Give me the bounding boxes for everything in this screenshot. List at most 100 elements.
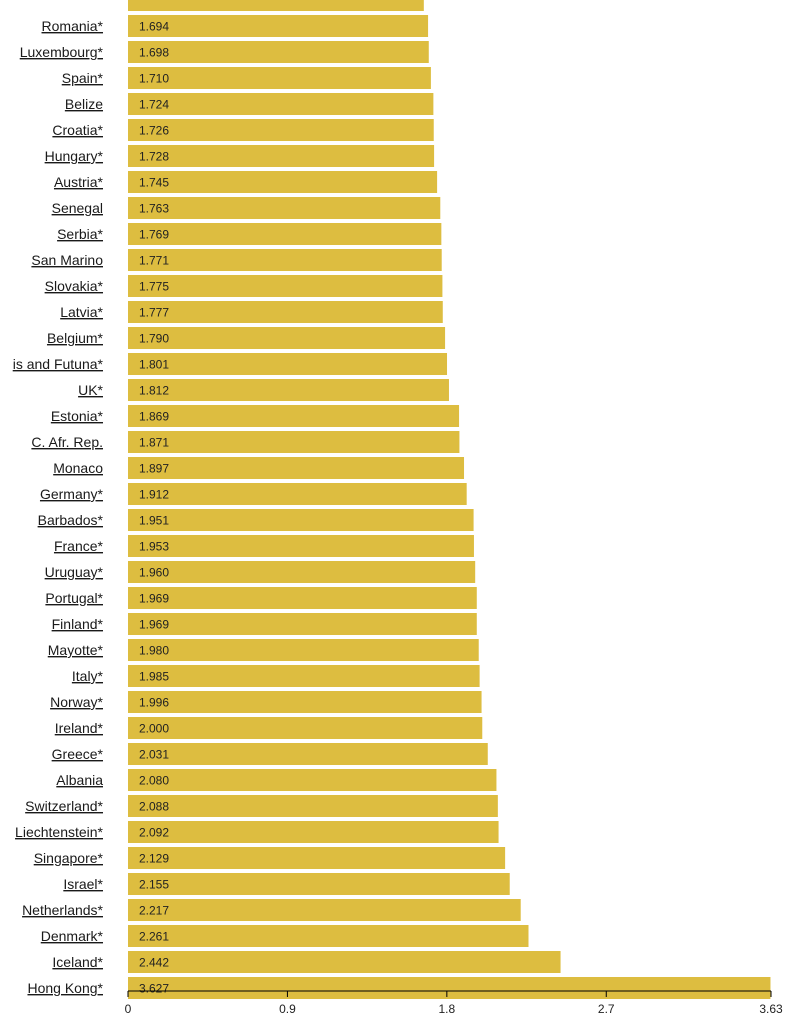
bar [128, 197, 441, 219]
value-label: 1.698 [139, 46, 169, 60]
category-label[interactable]: Germany* [40, 486, 104, 502]
value-label: 1.763 [139, 202, 169, 216]
bar [128, 301, 443, 323]
value-label: 1.951 [139, 514, 169, 528]
category-label[interactable]: is and Futuna* [13, 356, 104, 372]
category-label[interactable]: Hungary* [45, 148, 104, 164]
category-label[interactable]: Albania [56, 772, 103, 788]
bar [128, 0, 424, 11]
category-label[interactable]: Mayotte* [48, 642, 104, 658]
value-label: 2.129 [139, 852, 169, 866]
bar [128, 405, 460, 427]
bar [128, 93, 434, 115]
category-label[interactable]: Israel* [63, 876, 103, 892]
bar [128, 847, 506, 869]
category-label[interactable]: Ireland* [55, 720, 104, 736]
category-label[interactable]: Netherlands* [22, 902, 103, 918]
x-tick-label: 0.9 [279, 1002, 296, 1016]
value-label: 1.969 [139, 592, 169, 606]
category-label[interactable]: Belize [65, 96, 103, 112]
bar [128, 67, 431, 89]
x-tick-label: 2.7 [598, 1002, 615, 1016]
bar [128, 899, 521, 921]
category-label[interactable]: Senegal [52, 200, 103, 216]
value-label: 1.897 [139, 462, 169, 476]
value-label: 1.812 [139, 384, 169, 398]
value-label: 1.775 [139, 280, 169, 294]
category-label[interactable]: C. Afr. Rep. [31, 434, 103, 450]
bar [128, 457, 465, 479]
bars-layer [128, 0, 771, 999]
category-label[interactable]: Monaco [53, 460, 103, 476]
value-label: 1.996 [139, 696, 169, 710]
category-label[interactable]: Romania* [42, 18, 104, 34]
bar [128, 769, 497, 791]
bar [128, 821, 499, 843]
value-label: 1.694 [139, 20, 169, 34]
category-label[interactable]: Portugal* [45, 590, 103, 606]
value-label: 2.031 [139, 748, 169, 762]
category-label[interactable]: San Marino [31, 252, 103, 268]
value-label: 1.801 [139, 358, 169, 372]
category-label[interactable]: Slovakia* [45, 278, 104, 294]
x-tick-label: 3.63 [759, 1002, 783, 1016]
category-label[interactable]: Serbia* [57, 226, 103, 242]
value-label: 1.790 [139, 332, 169, 346]
bar [128, 483, 467, 505]
category-label[interactable]: Luxembourg* [20, 44, 104, 60]
category-label[interactable]: Austria* [54, 174, 104, 190]
bar [128, 379, 449, 401]
value-label: 1.769 [139, 228, 169, 242]
value-label: 2.261 [139, 930, 169, 944]
category-label[interactable]: Iceland* [52, 954, 103, 970]
value-label: 2.000 [139, 722, 169, 736]
category-label[interactable]: Hong Kong* [27, 980, 103, 996]
bar [128, 145, 435, 167]
category-label[interactable]: Finland* [52, 616, 104, 632]
value-label: 1.869 [139, 410, 169, 424]
category-label[interactable]: Estonia* [51, 408, 104, 424]
bar [128, 353, 448, 375]
bar [128, 639, 479, 661]
category-label[interactable]: Barbados* [38, 512, 104, 528]
category-label[interactable]: Switzerland* [25, 798, 103, 814]
value-label: 1.871 [139, 436, 169, 450]
bar [128, 561, 476, 583]
category-label[interactable]: Belgium* [47, 330, 104, 346]
x-tick-label: 1.8 [438, 1002, 455, 1016]
category-labels-layer: Romania* Luxembourg* Spain* Belize Croatia* H… [13, 18, 104, 996]
category-label[interactable]: Spain* [62, 70, 104, 86]
bar [128, 41, 429, 63]
value-label: 1.960 [139, 566, 169, 580]
bar [128, 15, 429, 37]
category-label[interactable]: Italy* [72, 668, 104, 684]
category-label[interactable]: France* [54, 538, 104, 554]
category-label[interactable]: Latvia* [60, 304, 103, 320]
value-label: 1.726 [139, 124, 169, 138]
bar [128, 977, 771, 999]
bar [128, 119, 434, 141]
x-axis: 0 0.9 1.8 2.7 3.63 [125, 990, 783, 1016]
category-label[interactable]: Greece* [52, 746, 104, 762]
value-label: 1.912 [139, 488, 169, 502]
category-label[interactable]: Uruguay* [45, 564, 104, 580]
bar [128, 613, 477, 635]
value-label: 1.710 [139, 72, 169, 86]
bar [128, 665, 480, 687]
value-label: 1.771 [139, 254, 169, 268]
category-label[interactable]: UK* [78, 382, 103, 398]
category-label[interactable]: Norway* [50, 694, 103, 710]
value-label: 3.627 [139, 982, 169, 996]
category-label[interactable]: Denmark* [41, 928, 104, 944]
bar [128, 951, 561, 973]
category-label[interactable]: Croatia* [52, 122, 103, 138]
value-label: 2.217 [139, 904, 169, 918]
bar [128, 223, 442, 245]
category-label[interactable]: Singapore* [34, 850, 104, 866]
value-labels-layer: 1.694 1.698 1.710 1.724 1.726 1.728 1.745 1.763… [139, 20, 169, 996]
value-label: 1.985 [139, 670, 169, 684]
bar [128, 327, 446, 349]
category-label[interactable]: Liechtenstein* [15, 824, 104, 840]
bar [128, 743, 488, 765]
